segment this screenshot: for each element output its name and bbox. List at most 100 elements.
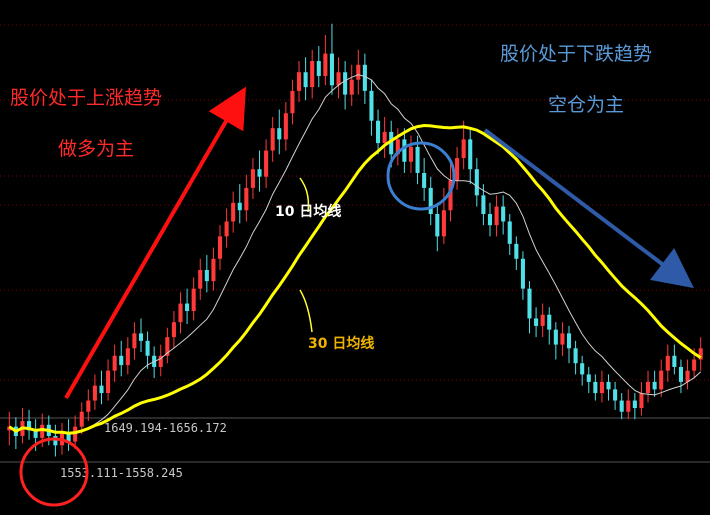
candle-body [395,139,400,155]
candle-body [329,53,334,86]
candle-body [678,366,683,382]
candle-body [310,61,315,88]
candle-body [422,172,427,188]
candle-body [237,202,242,211]
candle-body [626,400,631,412]
candle-body [185,303,190,311]
candle-body [112,355,117,371]
candle-body [257,169,262,177]
candle-body [369,90,374,121]
candle-body [323,53,328,76]
top-highlight-circle [386,141,456,211]
candle-body [264,150,269,177]
candle-body [270,128,275,151]
candle-body [296,72,302,91]
candle-body [428,187,433,214]
candle-body [481,195,486,214]
candle-body [639,393,644,408]
candle-body [66,432,71,442]
candle-body [665,355,670,371]
candle-body [474,169,479,196]
candle-body [349,79,354,95]
candle-body [672,355,677,367]
candle-body [461,139,466,159]
candle-body [487,214,493,226]
candle-body [645,381,651,394]
candle-body [204,269,209,282]
candle-body [573,348,578,364]
candle-body [415,146,420,173]
ma10-line [9,74,702,434]
candle-body [283,113,288,140]
candle-body [92,385,97,401]
downtrend-action: 空仓为主 [548,94,624,116]
candle-body [560,333,565,345]
candle-body [613,389,618,401]
candle-body [303,72,308,88]
candle-body [362,64,367,91]
candle-body [534,318,539,326]
candle-body [40,424,45,438]
candle-body [692,359,697,371]
downtrend-arrow [483,128,694,289]
ma30-pointer [299,289,313,333]
downtrend-title: 股价处于下跌趋势 [500,43,652,65]
candle-body [343,72,348,95]
candle-body [547,314,552,330]
candle-body [586,374,591,382]
candle-body [125,348,130,366]
ma30-line [8,123,702,435]
candle-body [520,258,525,289]
candle-body [566,333,572,349]
candle-body [652,381,657,390]
candle-body [138,333,144,341]
uptrend-arrow [64,86,247,400]
candle-body [171,322,176,338]
band-label-lower: 1553.111-1558.245 [60,466,183,480]
candle-body [507,221,512,244]
candle-body [599,381,604,394]
candle-body [178,303,183,323]
candle-body [53,435,58,446]
candle-body [277,128,282,140]
candle-body [119,355,124,366]
band-label-upper: 1649.194-1656.172 [104,421,227,435]
bottom-highlight-circle [19,437,89,507]
candle-body [382,131,387,144]
candle-body [527,288,532,319]
candle-body [106,370,111,394]
candle-body [389,131,394,155]
candle-body [231,202,236,222]
candle-body [99,385,104,394]
candle-body [244,187,249,211]
candle-body [73,426,78,442]
candle-body [158,355,163,367]
ma10-pointer [299,177,310,213]
candle-body [441,210,446,237]
candle-body [619,400,624,412]
candle-body [27,421,32,431]
candle-body [132,333,137,349]
candle-body [659,370,664,390]
candle-body [145,340,150,356]
candle-body [580,363,585,375]
candle-body [376,120,381,144]
uptrend-action: 做多为主 [58,138,134,160]
candle-body [494,206,499,226]
candle-body [224,221,229,237]
candle-body [198,269,203,289]
candle-body [316,61,321,76]
candle-body [79,411,84,427]
candle-body [336,72,341,86]
candle-body [290,90,295,114]
ma30-label: 30 日均线 [308,335,374,352]
candle-body [553,329,558,345]
candle-body [593,381,598,394]
candle-body [540,314,545,326]
candle-body [402,139,407,162]
ma10-label: 10 日均线 [275,203,341,220]
candle-body [455,158,460,181]
candle-body [86,400,91,412]
candle-body [211,258,216,282]
